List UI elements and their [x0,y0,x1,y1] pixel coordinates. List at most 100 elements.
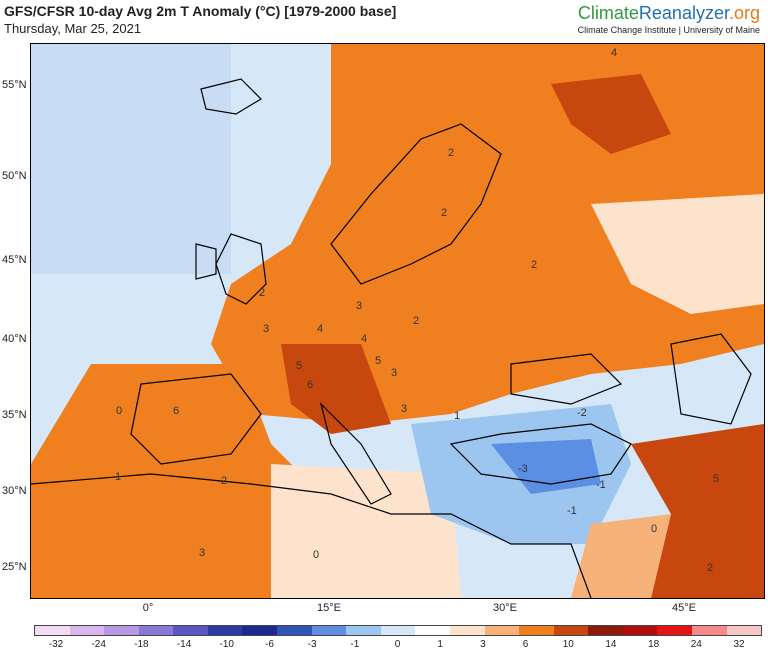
brand-subtitle: Climate Change Institute | University of… [577,25,760,35]
coast-turkey [449,423,632,485]
colorbar-swatch [207,626,243,635]
map-title: GFS/CFSR 10-day Avg 2m T Anomaly (°C) [1… [4,3,397,19]
colorbar-swatch [380,626,416,635]
lat-label: 55°N [2,79,27,91]
coast-scandinavia [330,123,502,285]
contour-label: -2 [577,407,587,419]
pale-anomaly-east [591,194,764,314]
colorbar-swatch [242,626,278,635]
lat-label: 45°N [2,254,27,266]
contour-label: 2 [413,315,419,327]
warm-anomaly-africa [31,364,311,598]
contour-label: 0 [313,549,319,561]
colorbar-swatch [449,626,485,635]
lon-label: 45°E [672,602,696,614]
colorbar-label: -1 [350,639,360,650]
colorbar-swatch [415,626,450,635]
colorbar-swatch [35,626,70,635]
contour-label: 5 [375,355,381,367]
colorbar-swatch [173,626,208,635]
colorbar-label: 1 [437,639,443,650]
colorbar-swatch [277,626,312,635]
coast-italy [319,402,392,505]
colorbar-swatch [346,626,381,635]
colorbar-label: -32 [48,639,64,650]
coast-ireland [195,243,217,280]
colorbar-label: 14 [605,639,617,650]
brand-part-org: .org [728,3,760,23]
contour-label: 1 [115,471,121,483]
lat-label: 50°N [2,170,27,182]
lon-label: 0° [142,602,154,614]
colorbar-swatch [138,626,174,635]
strong-warm-russia [551,74,671,154]
contour-label: 3 [199,547,205,559]
contour-label: -1 [567,505,577,517]
colorbar-label: -14 [176,639,192,650]
lon-label: 30°E [493,602,517,614]
ocean-cool-region [31,44,231,274]
brand-logo[interactable]: ClimateReanalyzer.org [578,3,760,24]
contour-label: 2 [221,475,227,487]
map-date: Thursday, Mar 25, 2021 [4,21,142,36]
contour-label: 4 [317,323,323,335]
contour-label: 6 [307,379,313,391]
lon-label: 15°E [317,602,341,614]
map-canvas: 2 2 2 2 3 3 4 4 5 5 6 6 3 3 2 1 0 -3 -1 … [31,44,764,598]
contour-label: 5 [713,473,719,485]
colorbar-swatch [657,626,692,635]
strong-warm-alps [281,344,391,434]
lat-label: 35°N [2,409,27,421]
contour-label: 3 [263,323,269,335]
coast-caspian [670,333,752,425]
colorbar-swatch [519,626,554,635]
coastlines [31,78,752,598]
contour-label: 1 [454,410,460,422]
contour-label: 0 [651,523,657,535]
contour-label: 6 [173,405,179,417]
colorbar-swatch [553,626,589,635]
contour-label: -3 [518,463,528,475]
lat-label: 30°N [2,485,27,497]
contour-labels: 2 2 2 2 3 3 4 4 5 5 6 6 3 3 2 1 0 -3 -1 … [115,47,719,574]
contour-label: 2 [448,147,454,159]
brand-part-reanalyzer: Reanalyzer [638,3,729,23]
colorbar-label: -18 [134,639,149,650]
contour-label: 2 [531,259,537,271]
coast-north-africa [31,473,592,598]
colorbar-label: 32 [733,639,745,650]
colorbar-label: 18 [648,639,660,650]
colorbar-swatch [588,626,623,635]
colorbar-swatch [104,626,139,635]
colorbar-label: 3 [480,639,486,650]
coast-iberia [130,373,262,465]
warm-light-arabia [571,514,671,598]
pale-anomaly-sahara [271,464,461,598]
contour-label: 3 [391,367,397,379]
contour-label: 0 [116,405,122,417]
colorbar [34,625,762,636]
contour-label: 5 [296,360,302,372]
colorbar-label: -6 [264,639,274,650]
contour-label: -1 [596,479,606,491]
colorbar-swatch [69,626,105,635]
anomaly-map: 2 2 2 2 3 3 4 4 5 5 6 6 3 3 2 1 0 -3 -1 … [30,43,765,599]
coast-iceland [200,78,262,115]
brand-part-climate: Climate [577,3,639,23]
warm-anomaly-mideast [631,424,764,598]
contour-label: 2 [441,207,447,219]
contour-label: 4 [361,333,367,345]
contour-label: 2 [707,562,713,574]
colorbar-swatch [311,626,347,635]
contour-label: 4 [611,47,617,59]
colorbar-swatch [726,626,762,635]
colorbar-swatch [622,626,658,635]
contour-label: 3 [401,403,407,415]
colorbar-swatch [484,626,520,635]
lat-label: 25°N [2,561,27,573]
colorbar-label: -24 [91,639,106,650]
colorbar-label: 24 [690,639,702,650]
colorbar-label: 10 [562,639,574,650]
colorbar-label: 0 [394,639,401,650]
contour-label: 3 [356,300,362,312]
